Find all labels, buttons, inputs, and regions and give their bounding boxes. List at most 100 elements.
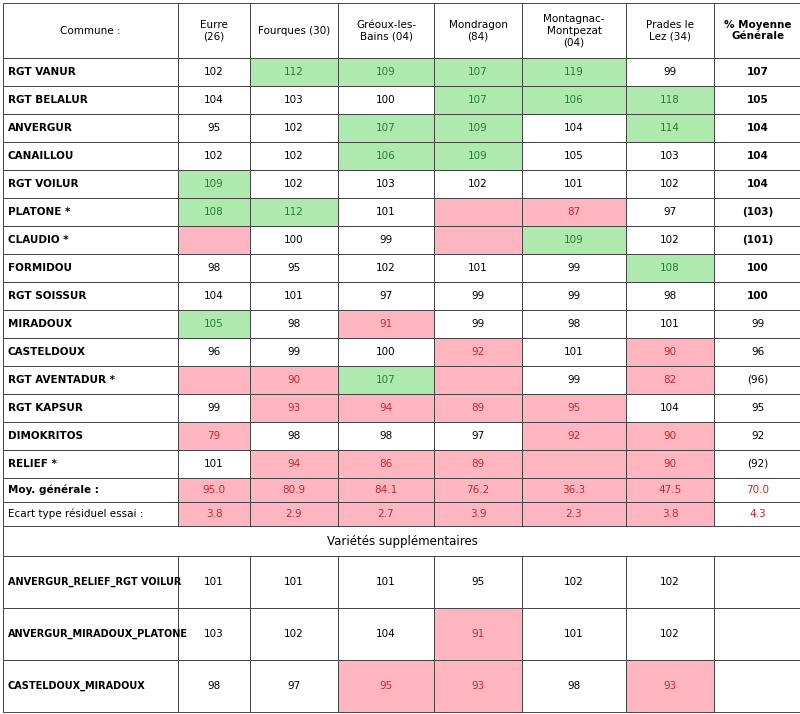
Text: 90: 90 bbox=[663, 459, 677, 469]
Bar bbox=[714, 198, 800, 226]
Text: 76.2: 76.2 bbox=[466, 485, 490, 495]
Bar bbox=[626, 366, 714, 394]
Bar bbox=[626, 86, 714, 114]
Text: 70.0: 70.0 bbox=[746, 485, 770, 495]
Text: PLATONE *: PLATONE * bbox=[8, 207, 70, 217]
Text: 79: 79 bbox=[207, 431, 221, 441]
Bar bbox=[522, 608, 626, 660]
Bar bbox=[3, 198, 178, 226]
Bar bbox=[178, 478, 250, 502]
Text: 4.3: 4.3 bbox=[750, 509, 766, 519]
Text: 100: 100 bbox=[747, 291, 769, 301]
Text: 99: 99 bbox=[379, 235, 393, 245]
Text: MIRADOUX: MIRADOUX bbox=[8, 319, 72, 329]
Bar bbox=[250, 170, 338, 198]
Bar bbox=[250, 254, 338, 282]
Bar bbox=[626, 556, 714, 608]
Text: 100: 100 bbox=[376, 95, 396, 105]
Text: 86: 86 bbox=[379, 459, 393, 469]
Text: 103: 103 bbox=[376, 179, 396, 189]
Bar bbox=[714, 608, 800, 660]
Bar bbox=[250, 198, 338, 226]
Text: 107: 107 bbox=[468, 95, 488, 105]
Text: 102: 102 bbox=[284, 123, 304, 133]
Text: 105: 105 bbox=[564, 151, 584, 161]
Text: Gréoux-les-
Bains (04): Gréoux-les- Bains (04) bbox=[356, 20, 416, 41]
Bar bbox=[434, 86, 522, 114]
Text: 95: 95 bbox=[207, 123, 221, 133]
Text: 99: 99 bbox=[751, 319, 765, 329]
Bar bbox=[178, 282, 250, 310]
Text: RGT BELALUR: RGT BELALUR bbox=[8, 95, 88, 105]
Text: 102: 102 bbox=[376, 263, 396, 273]
Text: 101: 101 bbox=[564, 179, 584, 189]
Bar bbox=[178, 450, 250, 478]
Bar bbox=[250, 3, 338, 58]
Text: Prades le
Lez (34): Prades le Lez (34) bbox=[646, 20, 694, 41]
Text: 101: 101 bbox=[468, 263, 488, 273]
Text: 101: 101 bbox=[284, 291, 304, 301]
Text: 103: 103 bbox=[284, 95, 304, 105]
Text: 99: 99 bbox=[567, 263, 581, 273]
Text: 90: 90 bbox=[663, 347, 677, 357]
Text: 96: 96 bbox=[751, 347, 765, 357]
Text: 97: 97 bbox=[287, 681, 301, 691]
Text: 114: 114 bbox=[660, 123, 680, 133]
Bar bbox=[3, 86, 178, 114]
Bar bbox=[522, 170, 626, 198]
Text: 108: 108 bbox=[204, 207, 224, 217]
Bar bbox=[3, 422, 178, 450]
Bar bbox=[434, 114, 522, 142]
Bar bbox=[178, 608, 250, 660]
Text: 100: 100 bbox=[747, 263, 769, 273]
Bar bbox=[178, 86, 250, 114]
Bar bbox=[178, 254, 250, 282]
Bar bbox=[250, 310, 338, 338]
Bar bbox=[3, 608, 178, 660]
Text: 102: 102 bbox=[660, 235, 680, 245]
Text: 92: 92 bbox=[751, 431, 765, 441]
Text: 98: 98 bbox=[287, 431, 301, 441]
Text: 106: 106 bbox=[376, 151, 396, 161]
Bar bbox=[434, 502, 522, 526]
Text: 101: 101 bbox=[564, 347, 584, 357]
Bar bbox=[3, 114, 178, 142]
Text: 103: 103 bbox=[660, 151, 680, 161]
Text: RGT AVENTADUR *: RGT AVENTADUR * bbox=[8, 375, 115, 385]
Bar bbox=[250, 226, 338, 254]
Bar bbox=[626, 282, 714, 310]
Text: ANVERGUR_RELIEF_RGT VOILUR: ANVERGUR_RELIEF_RGT VOILUR bbox=[8, 577, 182, 587]
Bar bbox=[250, 114, 338, 142]
Text: 109: 109 bbox=[376, 67, 396, 77]
Text: 101: 101 bbox=[376, 207, 396, 217]
Bar bbox=[338, 366, 434, 394]
Text: 101: 101 bbox=[564, 629, 584, 639]
Bar bbox=[338, 310, 434, 338]
Text: DIMOKRITOS: DIMOKRITOS bbox=[8, 431, 83, 441]
Text: 98: 98 bbox=[207, 263, 221, 273]
Text: 102: 102 bbox=[204, 151, 224, 161]
Bar bbox=[338, 86, 434, 114]
Bar bbox=[714, 478, 800, 502]
Text: 99: 99 bbox=[287, 347, 301, 357]
Bar bbox=[338, 114, 434, 142]
Bar bbox=[714, 226, 800, 254]
Bar bbox=[338, 338, 434, 366]
Bar bbox=[250, 422, 338, 450]
Text: 109: 109 bbox=[468, 123, 488, 133]
Text: 3.8: 3.8 bbox=[206, 509, 222, 519]
Bar bbox=[3, 58, 178, 86]
Bar bbox=[250, 608, 338, 660]
Text: 98: 98 bbox=[287, 319, 301, 329]
Text: 95: 95 bbox=[379, 681, 393, 691]
Bar bbox=[250, 660, 338, 712]
Text: 104: 104 bbox=[204, 95, 224, 105]
Text: 108: 108 bbox=[660, 263, 680, 273]
Text: 98: 98 bbox=[379, 431, 393, 441]
Bar bbox=[522, 226, 626, 254]
Bar bbox=[522, 478, 626, 502]
Text: 102: 102 bbox=[284, 179, 304, 189]
Bar bbox=[434, 556, 522, 608]
Bar bbox=[338, 660, 434, 712]
Bar bbox=[626, 338, 714, 366]
